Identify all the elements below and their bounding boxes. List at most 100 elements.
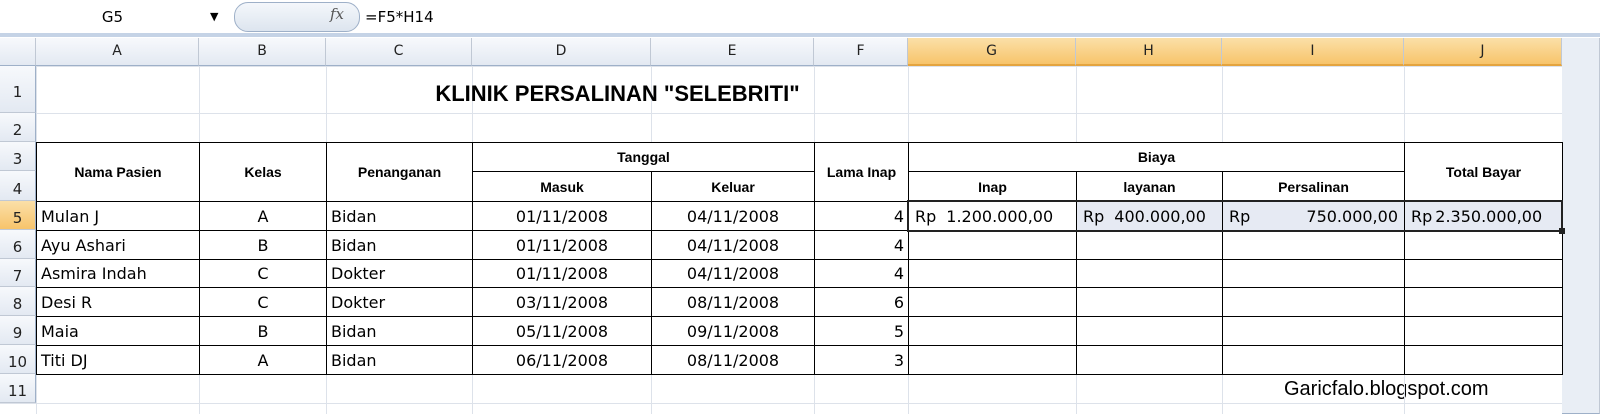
header-tanggal[interactable]: Tanggal — [472, 142, 815, 172]
cell-empty[interactable] — [908, 287, 1077, 317]
header-persalinan[interactable]: Persalinan — [1222, 171, 1405, 202]
cell-kelas[interactable]: C — [199, 259, 327, 288]
cell-nama[interactable]: Asmira Indah — [36, 259, 200, 288]
header-keluar[interactable]: Keluar — [651, 171, 815, 202]
column-header-H[interactable]: H — [1076, 38, 1222, 66]
cell-nama[interactable]: Titi DJ — [36, 345, 200, 375]
row-header-8[interactable]: 8 — [0, 287, 36, 316]
cell-masuk[interactable]: 01/11/2008 — [472, 259, 652, 288]
cell-persalinan[interactable]: Rp 750.000,00 — [1222, 201, 1405, 231]
cell-keluar[interactable]: 04/11/2008 — [651, 230, 815, 260]
cell-masuk[interactable]: 06/11/2008 — [472, 345, 652, 375]
column-header-B[interactable]: B — [199, 38, 326, 66]
insert-function-icon[interactable]: fx — [330, 5, 345, 23]
cell-empty[interactable] — [1076, 316, 1223, 346]
cell-masuk[interactable]: 01/11/2008 — [472, 201, 652, 231]
cell-empty[interactable] — [1404, 345, 1563, 375]
cell-empty[interactable] — [1222, 316, 1405, 346]
cell-empty[interactable] — [908, 230, 1077, 260]
cell-keluar[interactable]: 09/11/2008 — [651, 316, 815, 346]
cell-keluar[interactable]: 04/11/2008 — [651, 201, 815, 231]
cell-empty[interactable] — [1076, 287, 1223, 317]
select-all-corner[interactable] — [0, 38, 36, 66]
cell-empty[interactable] — [1076, 259, 1223, 288]
row-header-3[interactable]: 3 — [0, 142, 36, 171]
cell-lama[interactable]: 5 — [814, 316, 909, 346]
row-header-2[interactable]: 2 — [0, 113, 36, 142]
cell-empty[interactable] — [908, 316, 1077, 346]
row-header-5[interactable]: 5 — [0, 201, 36, 230]
header-masuk[interactable]: Masuk — [472, 171, 652, 202]
row-header-6[interactable]: 6 — [0, 230, 36, 259]
cell-empty[interactable] — [1222, 287, 1405, 317]
column-header-A[interactable]: A — [36, 38, 199, 66]
cell-penanganan[interactable]: Bidan — [326, 316, 473, 346]
cell-layanan[interactable]: Rp 400.000,00 — [1076, 201, 1223, 231]
row-header-11[interactable]: 11 — [0, 374, 36, 403]
column-header-J[interactable]: J — [1404, 38, 1562, 66]
cell-nama[interactable]: Mulan J — [36, 201, 200, 231]
column-header-D[interactable]: D — [472, 38, 651, 66]
column-header-G[interactable]: G — [908, 38, 1076, 66]
formula-bar-splitter[interactable] — [234, 2, 360, 32]
header-biaya[interactable]: Biaya — [908, 142, 1405, 172]
formula-input[interactable]: =F5*H14 — [365, 8, 434, 26]
cell-keluar[interactable]: 04/11/2008 — [651, 259, 815, 288]
column-header-F[interactable]: F — [814, 38, 908, 66]
header-penanganan[interactable]: Penanganan — [326, 142, 473, 202]
cell-penanganan[interactable]: Bidan — [326, 230, 473, 260]
cell-nama[interactable]: Ayu Ashari — [36, 230, 200, 260]
cell-empty[interactable] — [1404, 230, 1563, 260]
cell-empty[interactable] — [908, 345, 1077, 375]
row-header-4[interactable]: 4 — [0, 171, 36, 201]
cell-nama[interactable]: Maia — [36, 316, 200, 346]
cell-lama[interactable]: 3 — [814, 345, 909, 375]
cell-masuk[interactable]: 01/11/2008 — [472, 230, 652, 260]
cell-lama[interactable]: 4 — [814, 230, 909, 260]
row-header-7[interactable]: 7 — [0, 259, 36, 287]
name-box[interactable]: G5 — [101, 8, 124, 26]
chevron-down-icon[interactable]: ▼ — [210, 10, 219, 23]
cell-lama[interactable]: 4 — [814, 259, 909, 288]
column-header-I[interactable]: I — [1222, 38, 1404, 66]
cell-empty[interactable] — [1222, 230, 1405, 260]
cell-total[interactable]: Rp 2.350.000,00 — [1404, 201, 1563, 231]
cell-empty[interactable] — [1404, 259, 1563, 288]
cell-masuk[interactable]: 03/11/2008 — [472, 287, 652, 317]
cell-penanganan[interactable]: Bidan — [326, 201, 473, 231]
cell-kelas[interactable]: B — [199, 230, 327, 260]
cell-kelas[interactable]: A — [199, 345, 327, 375]
cell-kelas[interactable]: A — [199, 201, 327, 231]
cell-empty[interactable] — [1222, 345, 1405, 375]
fill-handle[interactable] — [1559, 228, 1565, 234]
cell-nama[interactable]: Desi R — [36, 287, 200, 317]
cell-empty[interactable] — [908, 259, 1077, 288]
cell-kelas[interactable]: B — [199, 316, 327, 346]
sheet-title[interactable]: KLINIK PERSALINAN "SELEBRITI" — [435, 81, 800, 106]
cell-penanganan[interactable]: Bidan — [326, 345, 473, 375]
cell-lama[interactable]: 6 — [814, 287, 909, 317]
row-header-9[interactable]: 9 — [0, 316, 36, 345]
column-header-E[interactable]: E — [651, 38, 814, 66]
cell-empty[interactable] — [1076, 345, 1223, 375]
cell-kelas[interactable]: C — [199, 287, 327, 317]
header-total[interactable]: Total Bayar — [1404, 142, 1563, 202]
cell-penanganan[interactable]: Dokter — [326, 259, 473, 288]
cell-masuk[interactable]: 05/11/2008 — [472, 316, 652, 346]
cell-empty[interactable] — [1404, 287, 1563, 317]
header-kelas[interactable]: Kelas — [199, 142, 327, 202]
row-header-10[interactable]: 10 — [0, 345, 36, 374]
scrollbar-strip[interactable] — [1562, 38, 1600, 414]
cell-keluar[interactable]: 08/11/2008 — [651, 287, 815, 317]
header-layanan[interactable]: layanan — [1076, 171, 1223, 202]
cell-lama[interactable]: 4 — [814, 201, 909, 231]
column-header-C[interactable]: C — [326, 38, 472, 66]
cell-keluar[interactable]: 08/11/2008 — [651, 345, 815, 375]
cell-empty[interactable] — [1404, 316, 1563, 346]
row-header-1[interactable]: 1 — [0, 66, 36, 113]
cell-penanganan[interactable]: Dokter — [326, 287, 473, 317]
cell-empty[interactable] — [1222, 259, 1405, 288]
header-lama[interactable]: Lama Inap — [814, 142, 909, 202]
cell-empty[interactable] — [1076, 230, 1223, 260]
header-inap[interactable]: Inap — [908, 171, 1077, 202]
